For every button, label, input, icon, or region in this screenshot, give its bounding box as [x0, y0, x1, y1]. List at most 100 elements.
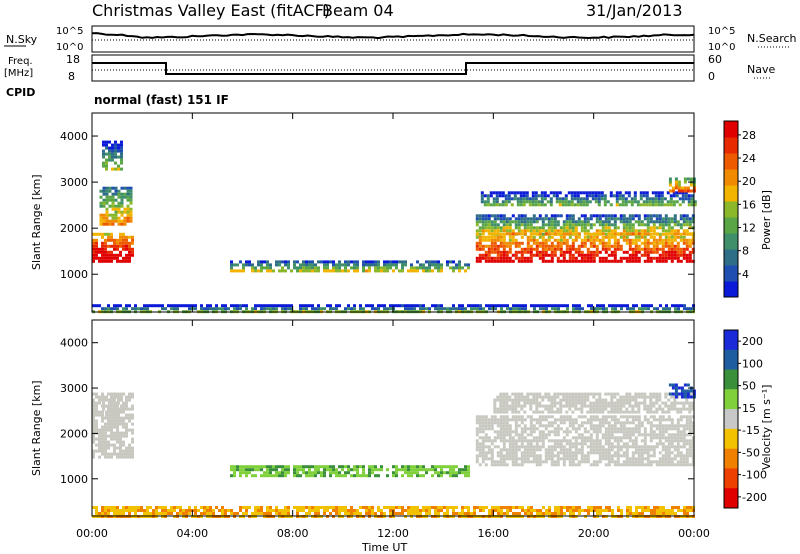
data-cell — [428, 269, 431, 273]
data-cell — [646, 457, 650, 461]
data-cell — [128, 247, 131, 251]
data-cell — [111, 198, 115, 202]
data-cell — [551, 304, 554, 308]
data-cell — [570, 200, 574, 204]
data-cell — [682, 220, 686, 224]
data-cell — [104, 256, 107, 260]
data-cell — [607, 457, 611, 461]
data-cell — [613, 404, 617, 408]
data-cell — [446, 263, 449, 267]
data-cell — [120, 407, 123, 411]
data-cell — [117, 413, 120, 417]
data-cell — [670, 460, 674, 464]
data-cell — [539, 512, 542, 515]
data-cell — [526, 454, 530, 458]
data-cell — [389, 260, 392, 264]
data-cell — [598, 410, 602, 414]
data-cell — [553, 253, 557, 257]
data-cell — [683, 389, 687, 393]
data-cell — [299, 266, 302, 270]
data-cell — [104, 437, 107, 441]
data-cell — [674, 395, 678, 399]
data-cell — [475, 244, 479, 248]
data-cell — [505, 433, 509, 437]
data-cell — [540, 200, 544, 204]
data-cell — [266, 465, 269, 469]
data-cell — [543, 203, 547, 207]
data-cell — [532, 220, 536, 224]
data-cell — [407, 474, 410, 478]
data-cell — [98, 256, 101, 260]
data-cell — [356, 512, 359, 515]
data-cell — [664, 427, 668, 431]
data-cell — [550, 410, 554, 414]
data-cell — [622, 395, 626, 399]
data-cell — [487, 256, 491, 260]
data-cell — [510, 197, 514, 201]
data-cell — [140, 307, 143, 311]
data-cell — [604, 407, 608, 411]
data-cell — [685, 424, 689, 428]
data-cell — [677, 304, 680, 308]
data-cell — [516, 200, 520, 204]
data-cell — [524, 512, 527, 515]
data-cell — [517, 433, 521, 437]
data-cell — [494, 304, 497, 308]
data-cell — [488, 509, 491, 512]
data-cell — [640, 401, 644, 405]
data-cell — [646, 448, 650, 452]
data-cell — [526, 229, 530, 233]
data-cell — [529, 427, 533, 431]
data-cell — [621, 200, 625, 204]
data-cell — [673, 223, 677, 227]
data-cell — [161, 304, 164, 308]
data-cell — [686, 506, 689, 509]
data-cell — [104, 425, 107, 429]
data-cell — [589, 445, 593, 449]
data-cell — [640, 253, 644, 257]
data-cell — [478, 229, 482, 233]
data-cell — [116, 422, 119, 426]
data-cell — [631, 241, 635, 245]
data-cell — [481, 256, 485, 260]
data-cell — [455, 512, 458, 515]
data-cell — [120, 143, 123, 147]
data-cell — [493, 404, 497, 408]
data-cell — [574, 238, 578, 242]
data-cell — [117, 395, 120, 399]
data-cell — [404, 468, 407, 472]
data-cell — [590, 307, 593, 311]
data-cell — [603, 194, 607, 198]
data-cell — [260, 468, 263, 472]
data-cell — [562, 250, 566, 254]
data-cell — [550, 407, 554, 411]
data-cell — [129, 186, 133, 190]
data-cell — [676, 229, 680, 233]
data-cell — [580, 404, 584, 408]
data-cell — [440, 269, 443, 273]
data-cell — [167, 512, 170, 515]
data-cell — [344, 474, 347, 478]
data-cell — [395, 465, 398, 469]
data-cell — [338, 465, 341, 469]
data-cell — [550, 223, 554, 227]
data-cell — [649, 214, 653, 218]
data-cell — [236, 307, 239, 311]
data-cell — [628, 214, 632, 218]
data-cell — [113, 449, 116, 453]
data-cell — [649, 463, 653, 467]
data-cell — [674, 512, 677, 515]
data-cell — [649, 229, 653, 233]
data-cell — [143, 304, 146, 308]
data-cell — [233, 465, 236, 469]
data-cell — [619, 427, 623, 431]
data-cell — [649, 259, 653, 263]
data-cell — [670, 421, 674, 425]
data-cell — [158, 512, 161, 515]
data-cell — [522, 194, 526, 198]
data-cell — [601, 244, 605, 248]
data-cell — [688, 451, 692, 455]
data-cell — [305, 263, 308, 267]
data-cell — [236, 468, 239, 472]
data-cell — [670, 253, 674, 257]
